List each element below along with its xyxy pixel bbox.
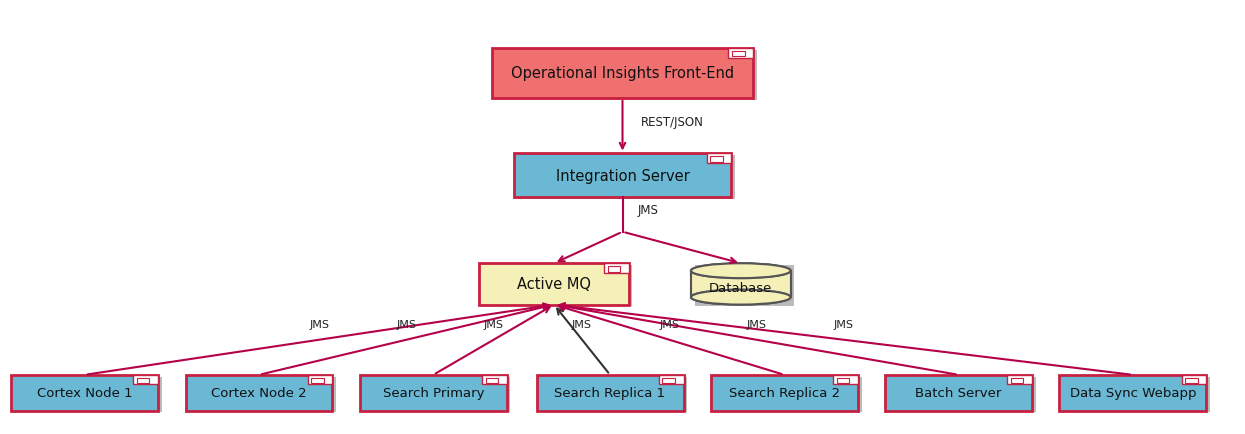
Bar	[186, 375, 332, 411]
Text: Operational Insights Front-End: Operational Insights Front-End	[510, 66, 735, 81]
Bar	[662, 378, 675, 383]
Bar	[11, 375, 158, 411]
Bar	[1063, 377, 1210, 412]
Bar	[360, 375, 507, 411]
Text: Active MQ: Active MQ	[517, 277, 591, 292]
Bar	[137, 378, 149, 383]
Bar	[608, 266, 620, 272]
Ellipse shape	[691, 263, 791, 279]
Bar	[540, 377, 687, 412]
Bar	[1007, 375, 1032, 385]
Text: JMS: JMS	[309, 319, 330, 329]
Text: Integration Server: Integration Server	[555, 168, 690, 183]
Bar	[710, 157, 723, 162]
Bar	[308, 375, 332, 385]
Text: Search Replica 1: Search Replica 1	[554, 386, 666, 399]
Text: Search Primary: Search Primary	[382, 386, 484, 399]
Text: JMS: JMS	[833, 319, 854, 329]
Bar	[691, 271, 791, 297]
Bar	[715, 377, 862, 412]
Bar	[691, 271, 791, 297]
Bar	[492, 49, 753, 99]
Text: Search Replica 2: Search Replica 2	[728, 386, 840, 399]
Bar	[518, 156, 736, 199]
Bar	[732, 52, 745, 57]
Bar	[483, 266, 632, 306]
Bar	[711, 375, 858, 411]
Text: Cortex Node 2: Cortex Node 2	[212, 386, 306, 399]
Bar	[659, 375, 684, 385]
Bar	[833, 375, 858, 385]
Text: Data Sync Webapp: Data Sync Webapp	[1069, 386, 1196, 399]
Bar	[311, 378, 324, 383]
Bar	[364, 377, 510, 412]
Text: Cortex Node 1: Cortex Node 1	[37, 386, 132, 399]
Text: Database: Database	[710, 281, 772, 294]
Bar	[189, 377, 336, 412]
Bar	[837, 378, 849, 383]
Bar	[486, 378, 498, 383]
Bar	[1059, 375, 1206, 411]
Text: JMS: JMS	[746, 319, 767, 329]
Bar	[537, 375, 684, 411]
Bar	[707, 154, 732, 164]
Bar	[1011, 378, 1023, 383]
Bar	[889, 377, 1036, 412]
Bar	[885, 375, 1032, 411]
Bar	[1185, 378, 1198, 383]
Text: JMS: JMS	[483, 319, 504, 329]
Bar	[514, 154, 731, 197]
Bar	[496, 51, 757, 100]
Text: JMS: JMS	[659, 319, 680, 329]
Bar	[1182, 375, 1206, 385]
Text: JMS: JMS	[637, 204, 659, 217]
Ellipse shape	[691, 263, 791, 279]
Bar	[133, 375, 158, 385]
Bar	[728, 49, 753, 58]
Bar	[15, 377, 162, 412]
Ellipse shape	[691, 290, 791, 305]
Text: REST/JSON: REST/JSON	[641, 115, 705, 128]
Bar	[695, 265, 794, 306]
Text: Batch Server: Batch Server	[915, 386, 1002, 399]
Text: JMS: JMS	[396, 319, 417, 329]
Bar	[604, 264, 629, 273]
Text: JMS: JMS	[571, 319, 593, 329]
Bar	[482, 375, 507, 385]
Bar	[479, 264, 629, 305]
Ellipse shape	[691, 290, 791, 305]
